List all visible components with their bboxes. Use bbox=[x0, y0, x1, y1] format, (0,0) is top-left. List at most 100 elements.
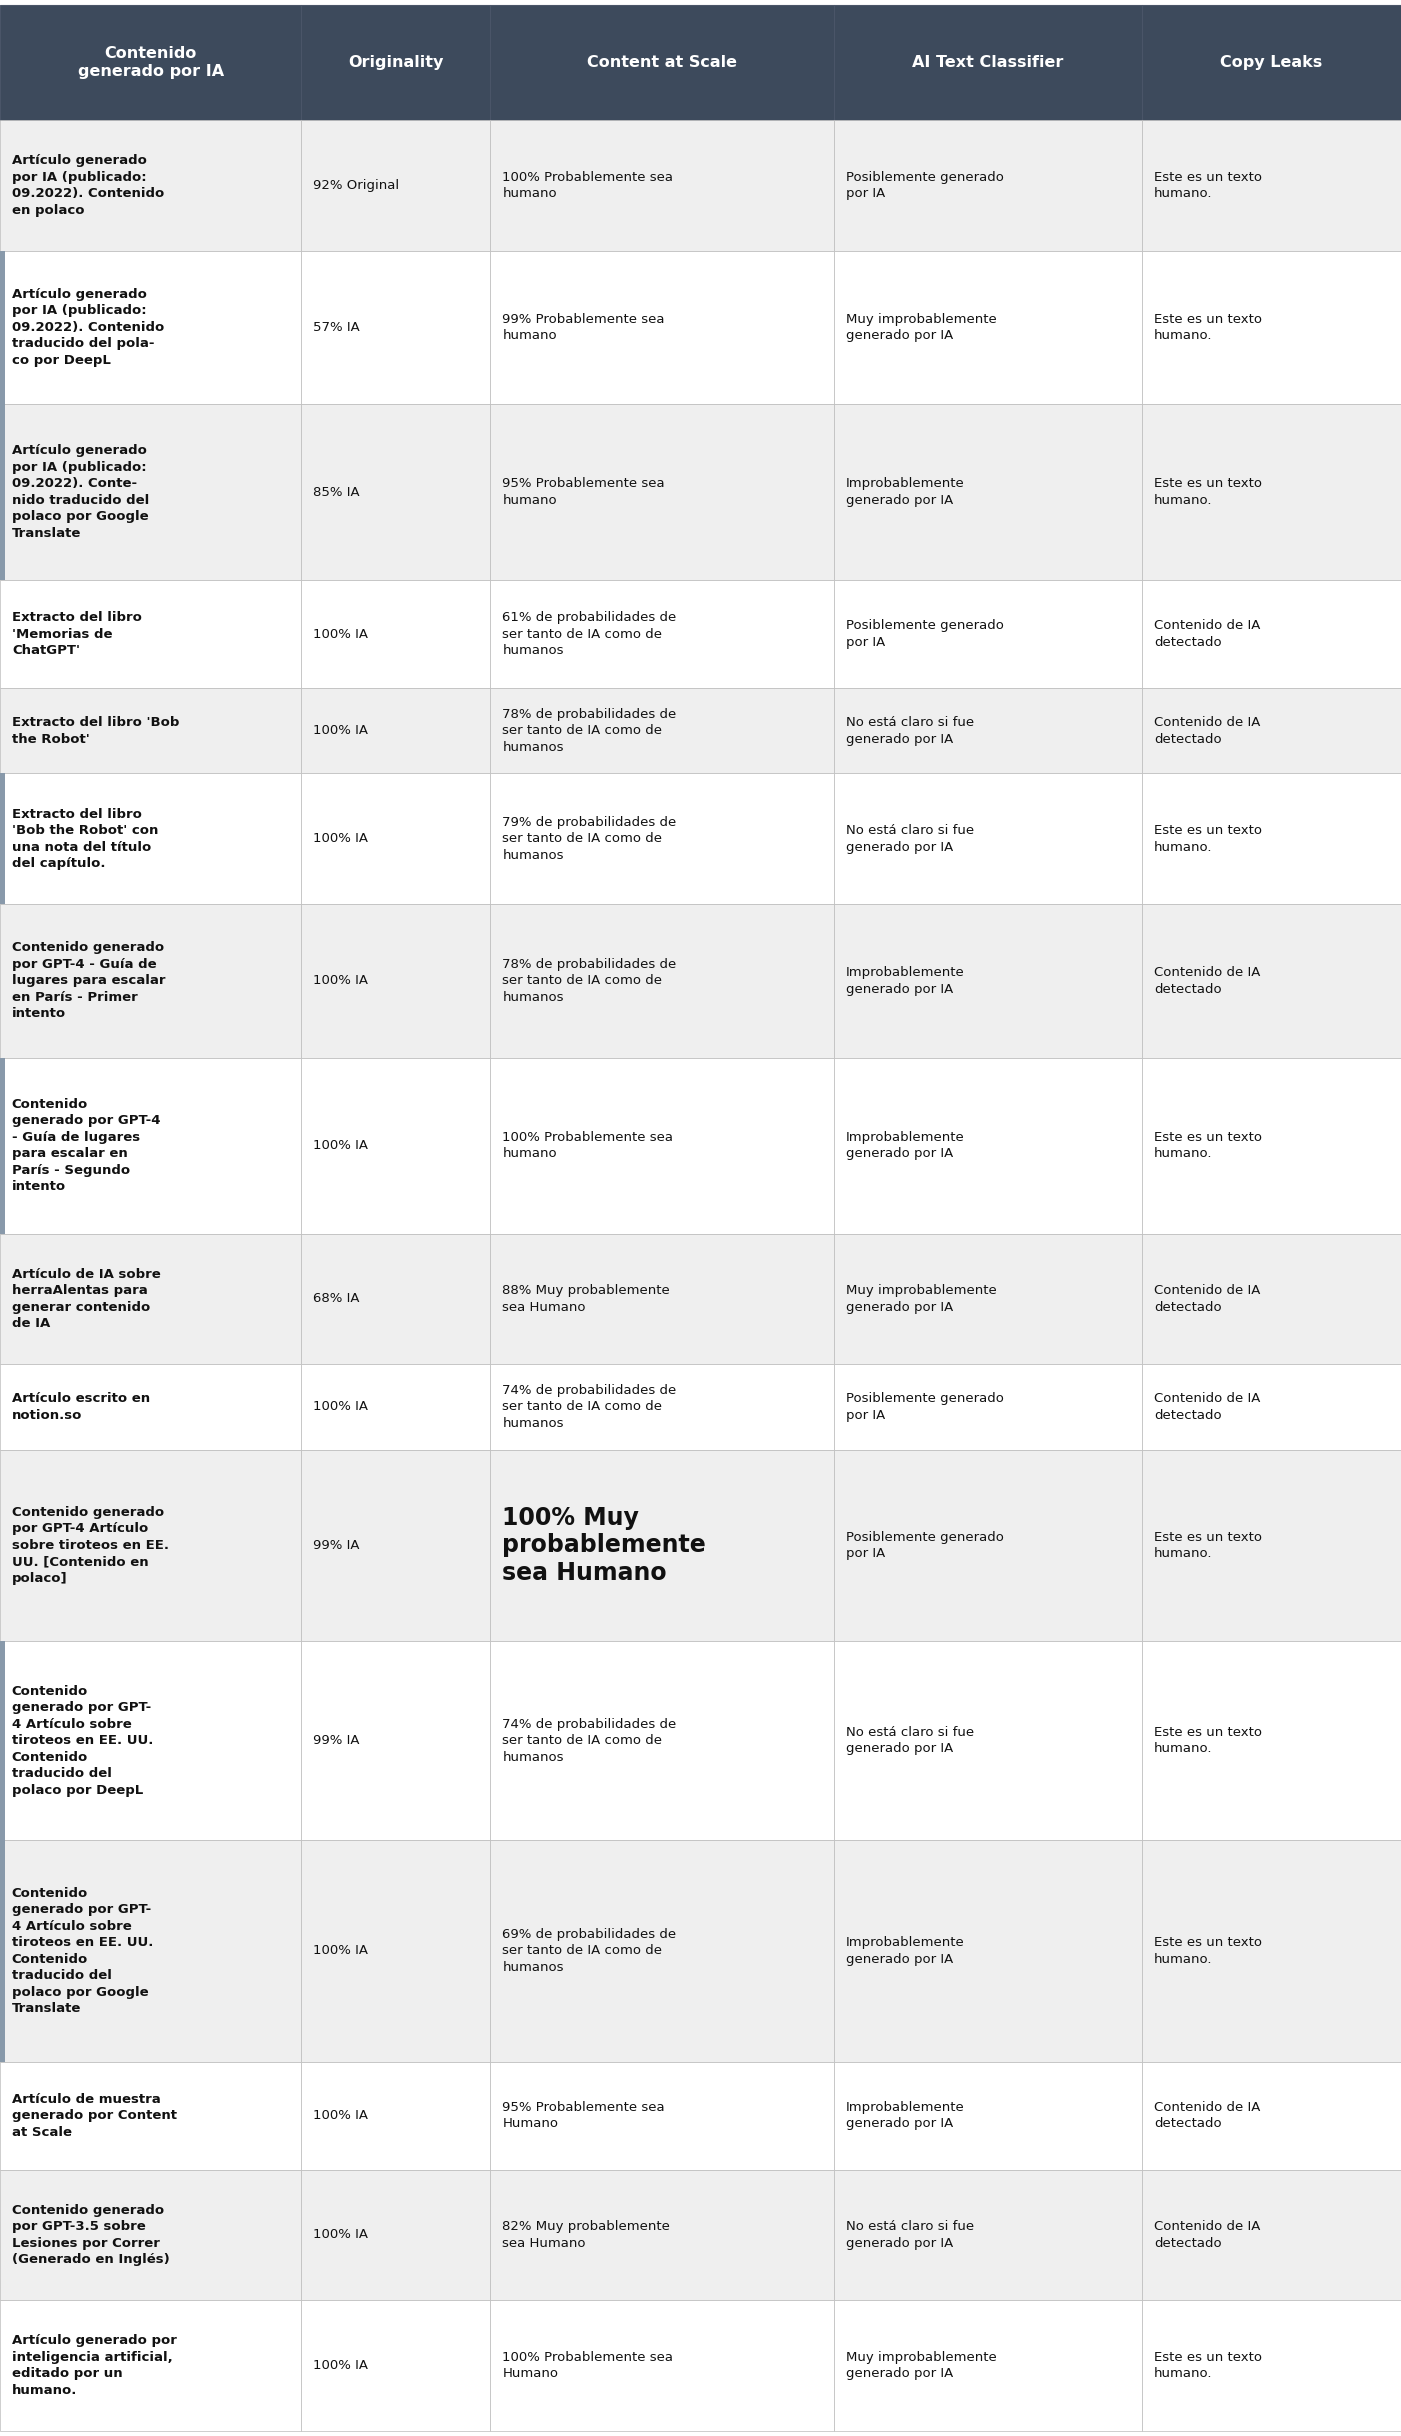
Bar bbox=[490, 119, 834, 251]
Text: 74% de probabilidades de
ser tanto de IA como de
humanos: 74% de probabilidades de ser tanto de IA… bbox=[503, 1717, 677, 1764]
Bar bbox=[0, 251, 4, 404]
Text: 99% IA: 99% IA bbox=[314, 1540, 360, 1552]
Bar bbox=[1142, 1839, 1401, 2061]
Bar bbox=[490, 2300, 834, 2431]
Text: Contenido
generado por GPT-
4 Artículo sobre
tiroteos en EE. UU.
Contenido
tradu: Contenido generado por GPT- 4 Artículo s… bbox=[11, 1686, 153, 1798]
Text: 85% IA: 85% IA bbox=[314, 485, 360, 499]
Text: Contenido
generado por IA: Contenido generado por IA bbox=[77, 46, 224, 80]
Bar bbox=[1142, 580, 1401, 689]
Bar bbox=[301, 1642, 490, 1839]
Bar bbox=[1142, 775, 1401, 904]
Text: 99% Probablemente sea
humano: 99% Probablemente sea humano bbox=[503, 312, 665, 341]
Text: 79% de probabilidades de
ser tanto de IA como de
humanos: 79% de probabilidades de ser tanto de IA… bbox=[503, 816, 677, 862]
Text: Contenido de IA
detectado: Contenido de IA detectado bbox=[1154, 2219, 1259, 2251]
Text: 100% IA: 100% IA bbox=[314, 2358, 368, 2373]
Text: 78% de probabilidades de
ser tanto de IA como de
humanos: 78% de probabilidades de ser tanto de IA… bbox=[503, 709, 677, 753]
Text: 88% Muy probablemente
sea Humano: 88% Muy probablemente sea Humano bbox=[503, 1284, 670, 1313]
Text: Este es un texto
humano.: Este es un texto humano. bbox=[1154, 171, 1262, 200]
Bar bbox=[0, 1449, 301, 1642]
Text: Contenido
generado por GPT-
4 Artículo sobre
tiroteos en EE. UU.
Contenido
tradu: Contenido generado por GPT- 4 Artículo s… bbox=[11, 1885, 153, 2015]
Text: Artículo de IA sobre
herraAlentas para
generar contenido
de IA: Artículo de IA sobre herraAlentas para g… bbox=[13, 1267, 161, 1330]
Bar bbox=[490, 689, 834, 775]
Text: Improbablemente
generado por IA: Improbablemente generado por IA bbox=[846, 1130, 964, 1160]
Bar bbox=[0, 404, 301, 580]
Text: No está claro si fue
generado por IA: No está claro si fue generado por IA bbox=[846, 716, 974, 745]
Text: Contenido de IA
detectado: Contenido de IA detectado bbox=[1154, 716, 1259, 745]
Text: 100% IA: 100% IA bbox=[314, 2229, 368, 2241]
Bar bbox=[834, 404, 1142, 580]
Text: Originality: Originality bbox=[347, 56, 444, 71]
Text: 99% IA: 99% IA bbox=[314, 1734, 360, 1747]
Bar bbox=[490, 904, 834, 1057]
Bar bbox=[834, 2061, 1142, 2170]
Bar bbox=[0, 2300, 301, 2431]
Bar bbox=[834, 1449, 1142, 1642]
Text: Posiblemente generado
por IA: Posiblemente generado por IA bbox=[846, 619, 1003, 648]
Bar bbox=[490, 1233, 834, 1364]
Bar bbox=[834, 775, 1142, 904]
Text: 95% Probablemente sea
Humano: 95% Probablemente sea Humano bbox=[503, 2100, 665, 2132]
Text: Contenido de IA
detectado: Contenido de IA detectado bbox=[1154, 967, 1259, 996]
Bar bbox=[301, 5, 490, 119]
Text: 95% Probablemente sea
humano: 95% Probablemente sea humano bbox=[503, 477, 665, 507]
Text: 100% Probablemente sea
humano: 100% Probablemente sea humano bbox=[503, 1130, 674, 1160]
Text: 100% Probablemente sea
Humano: 100% Probablemente sea Humano bbox=[503, 2351, 674, 2380]
Text: Improbablemente
generado por IA: Improbablemente generado por IA bbox=[846, 477, 964, 507]
Bar bbox=[301, 775, 490, 904]
Bar bbox=[834, 119, 1142, 251]
Bar bbox=[0, 775, 4, 904]
Text: Copy Leaks: Copy Leaks bbox=[1220, 56, 1323, 71]
Bar bbox=[1142, 904, 1401, 1057]
Bar bbox=[0, 904, 301, 1057]
Bar bbox=[301, 2300, 490, 2431]
Bar bbox=[301, 119, 490, 251]
Text: Este es un texto
humano.: Este es un texto humano. bbox=[1154, 1937, 1262, 1966]
Bar bbox=[490, 1449, 834, 1642]
Bar bbox=[1142, 251, 1401, 404]
Bar bbox=[301, 1449, 490, 1642]
Text: 74% de probabilidades de
ser tanto de IA como de
humanos: 74% de probabilidades de ser tanto de IA… bbox=[503, 1384, 677, 1430]
Text: 100% IA: 100% IA bbox=[314, 628, 368, 641]
Text: Improbablemente
generado por IA: Improbablemente generado por IA bbox=[846, 2100, 964, 2132]
Bar bbox=[0, 1233, 301, 1364]
Text: Este es un texto
humano.: Este es un texto humano. bbox=[1154, 823, 1262, 853]
Text: Artículo generado
por IA (publicado:
09.2022). Contenido
traducido del pola-
co : Artículo generado por IA (publicado: 09.… bbox=[11, 287, 164, 368]
Bar bbox=[1142, 1233, 1401, 1364]
Text: Este es un texto
humano.: Este es un texto humano. bbox=[1154, 312, 1262, 341]
Text: Este es un texto
humano.: Este es un texto humano. bbox=[1154, 1727, 1262, 1756]
Bar bbox=[301, 2061, 490, 2170]
Bar bbox=[0, 404, 4, 580]
Text: Este es un texto
humano.: Este es un texto humano. bbox=[1154, 1130, 1262, 1160]
Bar bbox=[301, 404, 490, 580]
Bar bbox=[834, 580, 1142, 689]
Text: Este es un texto
humano.: Este es un texto humano. bbox=[1154, 477, 1262, 507]
Text: Artículo generado
por IA (publicado:
09.2022). Conte-
nido traducido del
polaco : Artículo generado por IA (publicado: 09.… bbox=[11, 443, 149, 541]
Text: 57% IA: 57% IA bbox=[314, 322, 360, 334]
Text: 100% IA: 100% IA bbox=[314, 974, 368, 987]
Bar bbox=[834, 5, 1142, 119]
Text: 100% IA: 100% IA bbox=[314, 723, 368, 738]
Bar bbox=[0, 1057, 301, 1233]
Text: 92% Original: 92% Original bbox=[314, 178, 399, 192]
Text: Extracto del libro
'Bob the Robot' con
una nota del título
del capítulo.: Extracto del libro 'Bob the Robot' con u… bbox=[11, 809, 158, 870]
Text: 100% IA: 100% IA bbox=[314, 1401, 368, 1413]
Text: 100% IA: 100% IA bbox=[314, 1944, 368, 1959]
Text: Este es un texto
humano.: Este es un texto humano. bbox=[1154, 2351, 1262, 2380]
Bar bbox=[490, 1642, 834, 1839]
Bar bbox=[490, 580, 834, 689]
Text: Extracto del libro
'Memorias de
ChatGPT': Extracto del libro 'Memorias de ChatGPT' bbox=[13, 611, 142, 658]
Text: 68% IA: 68% IA bbox=[314, 1294, 360, 1306]
Bar bbox=[0, 1839, 301, 2061]
Text: No está claro si fue
generado por IA: No está claro si fue generado por IA bbox=[846, 1727, 974, 1756]
Bar bbox=[301, 580, 490, 689]
Bar bbox=[834, 689, 1142, 775]
Text: Posiblemente generado
por IA: Posiblemente generado por IA bbox=[846, 1530, 1003, 1559]
Bar bbox=[834, 1057, 1142, 1233]
Bar bbox=[834, 1642, 1142, 1839]
Text: 100% IA: 100% IA bbox=[314, 1140, 368, 1152]
Bar bbox=[834, 251, 1142, 404]
Bar bbox=[301, 1057, 490, 1233]
Bar bbox=[0, 1057, 4, 1233]
Bar bbox=[1142, 1642, 1401, 1839]
Bar bbox=[301, 1364, 490, 1449]
